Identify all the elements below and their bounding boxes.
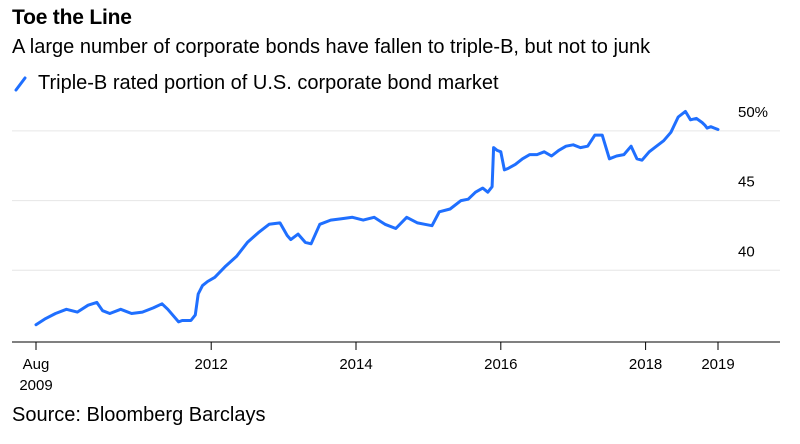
y-tick-label-45: 45 <box>738 174 755 191</box>
chart-title: Toe the Line <box>12 6 132 29</box>
source-note: Source: Bloomberg Barclays <box>12 404 266 426</box>
x-tick-sublabel-2009: 2009 <box>19 377 52 394</box>
legend-label: Triple-B rated portion of U.S. corporate… <box>38 72 499 94</box>
x-tick-label-2019: 2019 <box>701 356 734 373</box>
y-tick-label-50: 50% <box>738 104 768 121</box>
series-line-0 <box>34 109 720 327</box>
y-tick-label-40: 40 <box>738 243 755 260</box>
x-tick-label-2016: 2016 <box>484 356 517 373</box>
x-tick-label-2014: 2014 <box>339 356 372 373</box>
chart-subtitle: A large number of corporate bonds have f… <box>12 36 651 58</box>
legend: Triple-B rated portion of U.S. corporate… <box>12 72 499 95</box>
x-tick-label-2012: 2012 <box>195 356 228 373</box>
x-tick-label-Aug: Aug <box>23 356 50 373</box>
x-tick-label-2018: 2018 <box>629 356 662 373</box>
legend-line-swatch <box>14 76 27 91</box>
